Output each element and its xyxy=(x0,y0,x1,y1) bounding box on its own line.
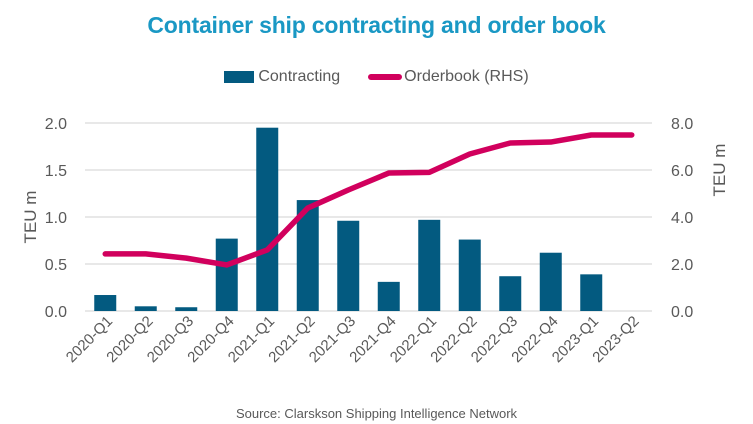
left-axis-ticks: 0.0 0.5 1.0 1.5 2.0 xyxy=(45,116,67,321)
right-tick-label: 6.0 xyxy=(671,163,693,180)
bar-2020-Q2 xyxy=(134,306,157,311)
bar-2020-Q4 xyxy=(215,238,238,311)
left-tick-label: 0.5 xyxy=(45,257,67,274)
legend-label-contracting: Contracting xyxy=(258,68,341,85)
left-tick-label: 0.0 xyxy=(45,304,67,321)
bar-series-contracting xyxy=(94,127,603,311)
x-axis-ticks: 2020-Q12020-Q22020-Q32020-Q42021-Q12021-… xyxy=(63,313,643,366)
left-tick-label: 1.5 xyxy=(45,163,67,180)
right-axis-title: TEU m xyxy=(710,144,729,197)
bar-2021-Q3 xyxy=(337,220,360,311)
orderbook-line xyxy=(102,132,635,268)
legend: Contracting Orderbook (RHS) xyxy=(0,68,753,86)
bar-2023-Q1 xyxy=(580,274,603,311)
gridlines xyxy=(85,122,652,312)
bar-2021-Q2 xyxy=(296,200,319,311)
legend-swatch-contracting xyxy=(224,71,255,83)
bar-2020-Q1 xyxy=(94,295,117,311)
bar-2022-Q3 xyxy=(499,276,522,311)
bar-2021-Q1 xyxy=(256,127,279,311)
legend-swatch-orderbook xyxy=(368,74,403,80)
bar-2020-Q3 xyxy=(175,307,198,311)
bar-2022-Q1 xyxy=(418,219,441,311)
right-axis-ticks: 0.0 2.0 4.0 6.0 8.0 xyxy=(671,116,693,321)
legend-item-orderbook: Orderbook (RHS) xyxy=(368,68,529,86)
chart-title: Container ship contracting and order boo… xyxy=(147,12,606,38)
right-tick-label: 8.0 xyxy=(671,116,693,133)
right-tick-label: 2.0 xyxy=(671,257,693,274)
legend-item-contracting: Contracting xyxy=(224,68,340,86)
left-tick-label: 2.0 xyxy=(45,116,67,133)
bar-2022-Q4 xyxy=(539,252,562,311)
left-axis-title: TEU m xyxy=(21,191,40,244)
source-note: Source: Clarskson Shipping Intelligence … xyxy=(235,406,518,421)
line-series-orderbook xyxy=(102,132,635,268)
right-tick-label: 0.0 xyxy=(671,304,693,321)
bar-2022-Q2 xyxy=(458,239,481,311)
bar-2021-Q4 xyxy=(377,281,400,311)
legend-label-orderbook: Orderbook (RHS) xyxy=(404,68,529,85)
right-tick-label: 4.0 xyxy=(671,210,693,227)
left-tick-label: 1.0 xyxy=(45,210,67,227)
